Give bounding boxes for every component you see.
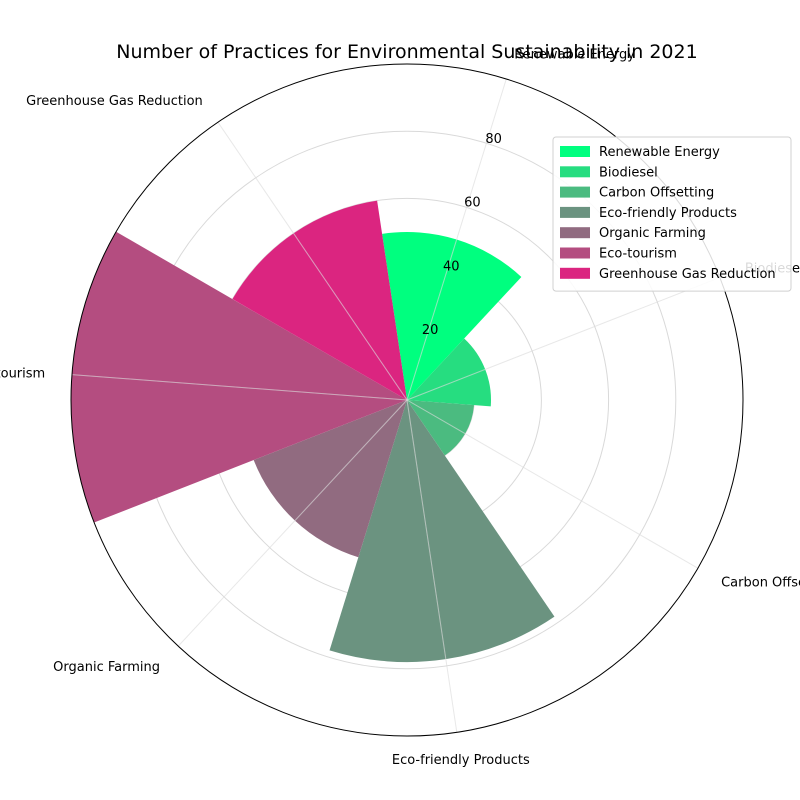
spoke xyxy=(406,399,699,569)
legend-swatch xyxy=(560,247,590,259)
legend-box xyxy=(552,136,792,292)
spoke xyxy=(177,399,408,647)
spoke xyxy=(217,121,408,401)
radial-tick-label: 20 xyxy=(422,323,439,338)
radial-tick-label: 40 xyxy=(443,259,460,274)
legend-label: Biodiesel xyxy=(599,165,658,180)
spoke xyxy=(406,399,458,733)
radial-tick-labels: 20 40 60 80 xyxy=(422,132,502,338)
category-label: Greenhouse Gas Reduction xyxy=(26,94,203,109)
bar-renewable-energy xyxy=(382,232,522,400)
bar-greenhouse-gas-reduction xyxy=(232,200,407,400)
bar-organic-farming xyxy=(253,400,407,558)
legend-label: Carbon Offsetting xyxy=(599,186,714,201)
spoke xyxy=(71,374,408,401)
spoke xyxy=(71,374,408,401)
legend-label: Eco-friendly Products xyxy=(599,206,737,221)
polar-frame xyxy=(70,63,744,737)
legend-label: Organic Farming xyxy=(599,226,706,241)
spoke xyxy=(406,78,507,401)
legend: Renewable Energy Biodiesel Carbon Offsetti… xyxy=(552,136,792,292)
bars xyxy=(71,200,555,663)
chart-title: Number of Practices for Environmental Su… xyxy=(116,41,697,63)
spoke xyxy=(406,399,699,569)
category-label: Eco-friendly Products xyxy=(392,753,530,768)
angular-grid xyxy=(71,78,721,733)
legend-swatch xyxy=(560,186,590,198)
category-label: Carbon Offsetting xyxy=(721,576,800,591)
category-label: Eco-tourism xyxy=(0,367,45,382)
spoke xyxy=(406,277,721,401)
legend-swatch xyxy=(560,146,590,157)
legend-swatch xyxy=(560,166,590,178)
category-labels: Renewable Energy Biodiesel Carbon Offsetti… xyxy=(0,47,800,768)
legend-swatch xyxy=(560,227,590,239)
bar-eco-friendly-products xyxy=(329,400,555,663)
bar-eco-tourism xyxy=(71,231,407,523)
legend-label: Eco-tourism xyxy=(599,247,677,262)
radial-tick-label: 80 xyxy=(485,132,502,147)
spoke xyxy=(406,277,721,401)
spoke xyxy=(406,399,458,733)
legend-swatch xyxy=(560,267,590,279)
radial-tick-label: 60 xyxy=(464,196,481,211)
legend-label: Renewable Energy xyxy=(599,145,720,160)
legend-label: Greenhouse Gas Reduction xyxy=(599,267,776,282)
category-label: Renewable Energy xyxy=(514,47,635,62)
spoke xyxy=(217,121,408,401)
bar-carbon-offsetting xyxy=(407,400,475,456)
spoke xyxy=(406,78,507,401)
category-label: Organic Farming xyxy=(53,660,160,675)
spoke xyxy=(177,399,408,647)
legend-swatch xyxy=(560,206,590,218)
bar-biodiesel xyxy=(407,338,491,407)
